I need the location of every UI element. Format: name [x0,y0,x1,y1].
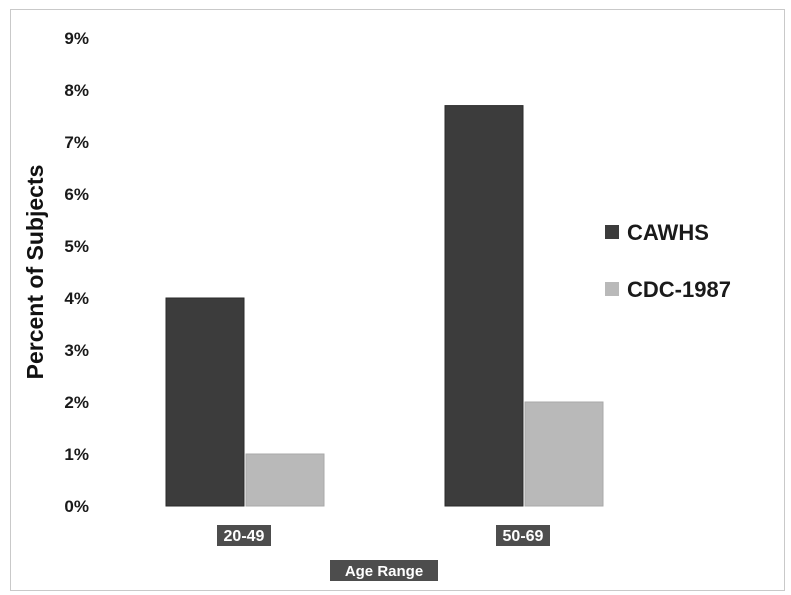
legend-item-cawhs: CAWHS [605,220,709,245]
bar-cdc-1987-50-69 [524,401,604,507]
legend-item-cdc-1987: CDC-1987 [605,277,731,302]
y-tick-label: 5% [64,237,89,256]
y-tick-label: 4% [64,289,89,308]
chart-frame [10,9,785,591]
legend: CAWHS CDC-1987 [605,220,731,302]
bar-cawhs-50-69 [444,105,524,507]
y-tick-label: 6% [64,185,89,204]
category-label-50-69: 50-69 [496,525,550,546]
y-axis-label: Percent of Subjects [22,165,48,380]
legend-swatch [605,225,619,239]
y-tick-label: 1% [64,445,89,464]
bar-cawhs-20-49 [165,297,245,507]
category-label-text: 50-69 [503,528,544,545]
bar-cdc-1987-20-49 [245,453,325,507]
bars [165,105,604,507]
y-tick-label: 0% [64,497,89,516]
category-labels: 20-49 50-69 [217,525,550,546]
legend-swatch [605,282,619,296]
y-tick-label: 8% [64,81,89,100]
x-axis-label-group: Age Range [330,560,438,581]
x-axis-label: Age Range [345,563,423,580]
y-tick-label: 9% [64,29,89,48]
y-tick-label: 7% [64,133,89,152]
x-axis-label-background [330,560,438,581]
legend-label: CDC-1987 [627,277,731,302]
category-label-background [496,525,550,546]
category-label-background [217,525,271,546]
y-axis-ticks: 0% 1% 2% 3% 4% 5% 6% 7% 8% 9% [64,29,89,516]
y-tick-label: 2% [64,393,89,412]
y-tick-label: 3% [64,341,89,360]
legend-label: CAWHS [627,220,709,245]
category-label-20-49: 20-49 [217,525,271,546]
category-label-text: 20-49 [224,528,265,545]
